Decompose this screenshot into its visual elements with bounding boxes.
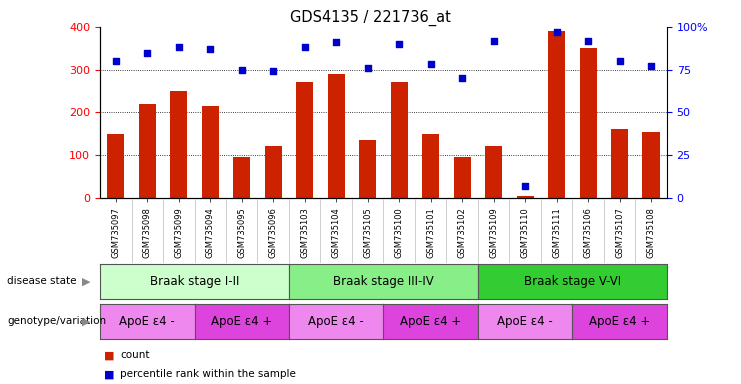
Bar [516,195,534,198]
Point [173,44,185,50]
Point [456,75,468,81]
Bar [296,83,313,198]
Point [205,46,216,52]
Point [614,58,625,64]
Point [299,44,310,50]
Text: ApoE ε4 +: ApoE ε4 + [589,315,651,328]
Point [268,68,279,74]
Bar [359,140,376,198]
Text: percentile rank within the sample: percentile rank within the sample [120,369,296,379]
Point [110,58,122,64]
Text: ApoE ε4 -: ApoE ε4 - [308,315,364,328]
Text: ApoE ε4 -: ApoE ε4 - [119,315,175,328]
Text: ■: ■ [104,369,114,379]
Bar [202,106,219,198]
Bar [265,146,282,198]
Point [236,66,247,73]
Bar [233,157,250,198]
Point [488,38,499,44]
Text: ApoE ε4 +: ApoE ε4 + [400,315,462,328]
Text: ApoE ε4 +: ApoE ε4 + [211,315,273,328]
Text: disease state: disease state [7,276,77,286]
Bar [391,83,408,198]
Bar [548,31,565,198]
Point [330,39,342,45]
Text: genotype/variation: genotype/variation [7,316,107,326]
Point [582,38,594,44]
Point [425,61,436,68]
Point [362,65,373,71]
Text: GDS4135 / 221736_at: GDS4135 / 221736_at [290,10,451,26]
Bar [328,74,345,198]
Bar [453,157,471,198]
Bar [642,132,659,198]
Point [519,183,531,189]
Bar [485,146,502,198]
Point [393,41,405,47]
Bar [170,91,187,198]
Text: count: count [120,350,150,360]
Bar [422,134,439,198]
Text: Braak stage III-IV: Braak stage III-IV [333,275,433,288]
Bar [107,134,124,198]
Text: ApoE ε4 -: ApoE ε4 - [497,315,553,328]
Point [551,29,562,35]
Text: Braak stage V-VI: Braak stage V-VI [524,275,621,288]
Point [645,63,657,69]
Text: ▶: ▶ [82,276,91,286]
Text: ■: ■ [104,350,114,360]
Bar [579,48,597,198]
Point [142,50,153,56]
Bar [139,104,156,198]
Text: Braak stage I-II: Braak stage I-II [150,275,239,288]
Text: ▶: ▶ [82,316,91,326]
Bar [611,129,628,198]
